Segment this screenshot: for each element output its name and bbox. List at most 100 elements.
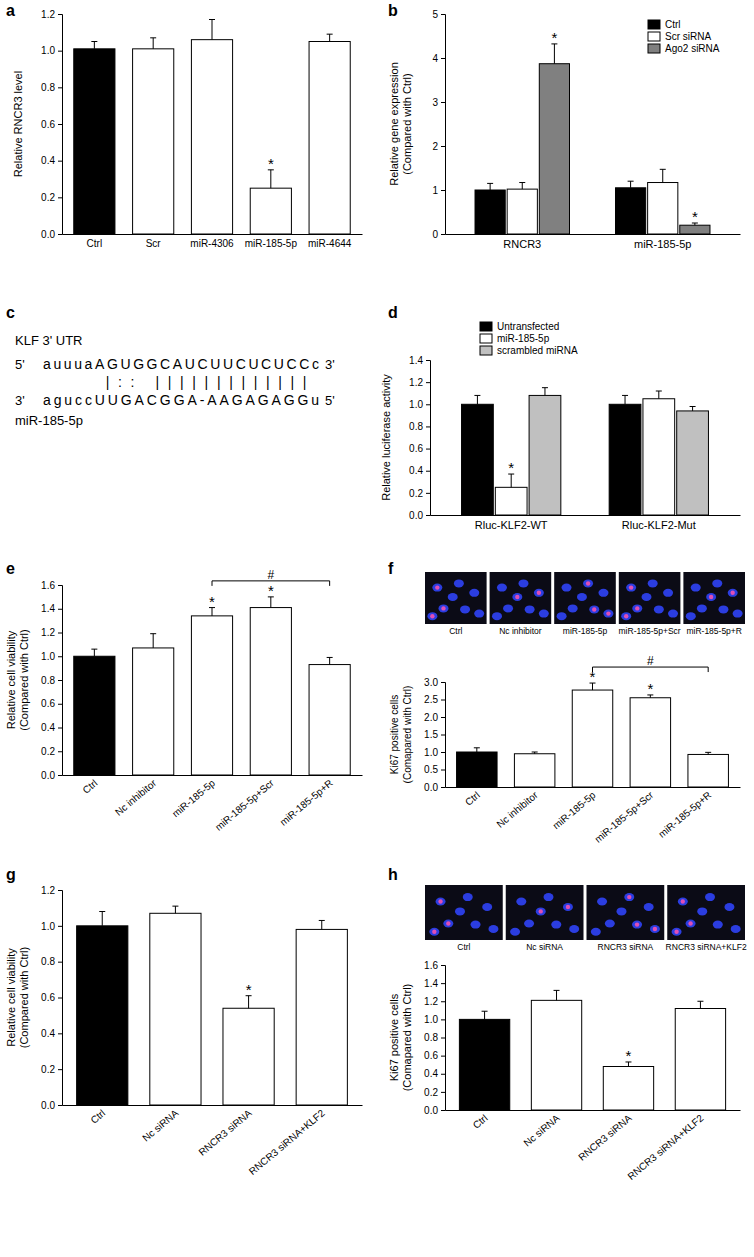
x-tick: miR-185-5p [245,238,298,249]
annotations: **# [209,568,330,610]
annotations: * [626,1047,632,1064]
y-tick-label: 0.2 [41,192,55,203]
stain-spot [653,927,657,931]
y-tick-mark [426,426,430,427]
y-tick-label: 1.2 [424,996,438,1007]
error-cap [628,181,634,182]
error-bar [477,395,478,404]
nucleus [663,589,673,597]
nucleus [460,605,470,613]
significance: * [692,208,698,225]
bar [514,754,554,787]
panel: 0.00.20.40.60.81.01.21.41.6CtrlNc inhibi… [5,568,363,833]
y-tick-mark [441,682,445,683]
panel: 0.00.20.40.60.81.01.21.4Rluc-KLF2-WTRluc… [380,321,741,531]
nucleus [733,610,743,618]
nucleus [534,589,544,597]
stain-spot [624,614,628,618]
stain-spot [441,606,445,610]
y-tick-mark [441,770,445,771]
error-bar [321,920,322,929]
x-tick-label: Rluc-KLF2-WT [475,519,548,531]
stain-spot [674,930,678,934]
y-tick-mark [441,983,445,984]
plot-area [462,388,709,515]
nucleus [697,604,707,612]
y-tick-mark [58,124,62,125]
significance: * [626,1047,632,1064]
error-cap [209,19,215,20]
y-tick-label: 0.8 [424,1032,438,1043]
y-tick-mark [58,585,62,586]
y-tick-label: 4 [432,53,438,64]
panel: 012345RNCR3miR-185-5pRelative gene expre… [388,9,741,250]
y-tick-label: 1.2 [409,377,423,388]
stain-spot [635,922,639,926]
panel-letter: d [388,304,398,321]
plot-area [74,597,350,775]
y-tick-label: 2 [432,141,438,152]
nucleus [597,898,607,906]
y-axis-title: Ki67 positive cells [388,993,400,1081]
y-tick: 1.5 [424,729,445,740]
legend: UntransfectedmiR-185-5pscrambled miRNA [480,321,578,356]
image-label: RNCR3 siRNA+KLF2 [666,942,747,952]
y-tick: 0.4 [41,1028,62,1039]
x-axis: Rluc-KLF2-WTRluc-KLF2-Mut [431,516,741,531]
error-cap [172,906,178,907]
y-tick-label: 0.2 [424,1087,438,1098]
bar [191,616,232,775]
stain-spot [566,905,570,909]
error-cap [519,182,525,183]
y-tick-mark [58,998,62,999]
bar [680,225,710,234]
y-tick-mark [441,14,445,15]
y-axis: 0.00.20.40.60.81.01.21.41.6 [424,960,445,1116]
y-tick-label: 0.2 [409,488,423,499]
x-tick-label: Ctrl [87,238,103,249]
error-bar [662,169,663,182]
y-tick: 1.6 [41,580,62,591]
nucleus [536,907,546,915]
y-tick-mark [58,680,62,681]
y-axis-title: (Compared with Ctrl) [18,947,30,1048]
plot-area [457,683,729,787]
panel-letter: c [6,304,15,321]
panel-letter: g [6,866,16,883]
error-cap [487,183,493,184]
legend-item: scrambled miRNA [480,345,578,356]
figure-container: a0.00.20.40.60.81.01.2CtrlScrmiR-4306miR… [0,0,754,1257]
nucleus [448,593,458,601]
y-tick-label: 0.4 [409,465,423,476]
nucleus [648,579,658,587]
nucleus [518,579,528,587]
y-tick-mark [441,146,445,147]
y-tick-label: 1.4 [41,603,55,614]
error-bar [658,391,659,399]
error-bar [544,388,545,396]
y-tick: 2.0 [424,712,445,723]
x-axis-line [63,1105,363,1106]
nucleus [654,605,664,613]
micrograph [554,572,616,624]
bar [572,690,612,787]
micrograph [619,572,681,624]
y-tick-label: 0.6 [41,698,55,709]
y-axis-line [426,361,431,516]
y-axis-title: Relative cell viability [5,948,17,1047]
y-tick-mark [441,1074,445,1075]
y-tick-label: 0.0 [41,770,55,781]
error-cap [474,747,480,748]
x-tick: Nc siRNA [521,1112,562,1148]
nucleus [644,903,654,911]
y-tick-mark [58,87,62,88]
bar [309,42,350,235]
y-axis-title: Relative cell viability [5,630,17,729]
y-tick-label: 0.6 [424,1050,438,1061]
image-label: Ctrl [457,942,470,952]
y-tick-label: 5 [432,9,438,20]
nucleus [591,928,601,936]
base-pairing: |:: ||||||||||||| [43,374,319,390]
nucleus [544,893,554,901]
stain-spot [438,899,442,903]
